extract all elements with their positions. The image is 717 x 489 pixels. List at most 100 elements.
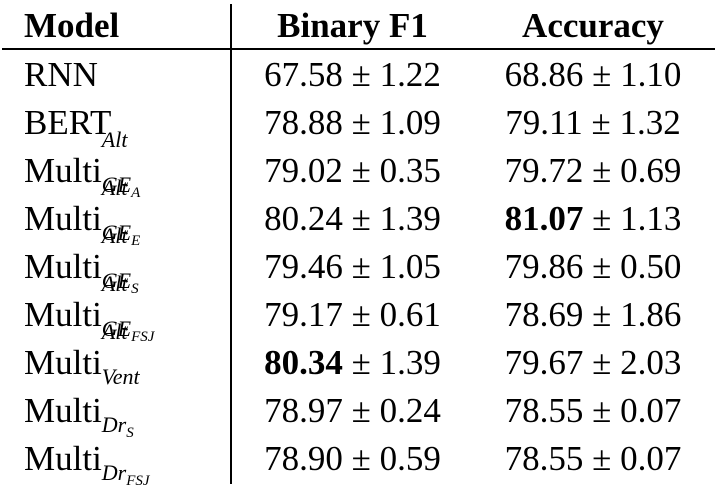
accuracy-std: ± 1.10 [592,55,682,94]
model-superscript: Alt [101,127,128,152]
model-subsubscript: S [126,425,134,441]
accuracy-cell: 78.55 ± 0.07 [488,439,698,479]
model-subscript-text: GE [101,316,132,341]
model-script: DrFSJ [102,441,150,489]
model-superscript: Alt [101,271,128,296]
binary-f1-std: ± 0.24 [351,391,441,430]
model-subsubscript: A [131,185,141,201]
binary-f1-cell: 79.46 ± 1.05 [250,247,455,287]
accuracy-mean: 78.55 [504,391,584,430]
accuracy-cell: 78.69 ± 1.86 [488,295,698,335]
binary-f1-std: ± 1.22 [351,55,441,94]
model-subsubscript: S [131,281,139,297]
accuracy-mean: 78.69 [504,295,584,334]
binary-f1-mean: 78.88 [264,103,343,142]
binary-f1-mean: 80.24 [264,199,343,238]
model-name: Multi [24,391,102,430]
model-script: Alt Vent [102,321,140,388]
binary-f1-mean: 79.17 [264,295,343,334]
model-subscript: GEA [101,172,141,201]
header-rule [2,48,715,50]
binary-f1-std: ± 0.59 [351,439,441,478]
accuracy-std: ± 1.86 [592,295,682,334]
model-subscript: GEFSJ [101,316,155,345]
model-cell: MultiDrS [24,391,134,441]
model-cell: Multi Alt Vent [24,321,140,388]
accuracy-cell: 68.86 ± 1.10 [488,55,698,95]
model-name: Multi [24,343,102,382]
binary-f1-cell: 80.34 ± 1.39 [250,343,455,383]
model-name: Multi [24,295,102,334]
model-subscript: GES [101,268,139,297]
accuracy-cell: 79.11 ± 1.32 [488,103,698,143]
binary-f1-cell: 67.58 ± 1.22 [250,55,455,95]
binary-f1-mean: 67.58 [264,55,343,94]
model-cell: Multi Alt GEFSJ [24,273,155,345]
model-subscript: GEE [101,220,141,249]
model-script: Alt GES [102,225,139,297]
accuracy-std: ± 0.50 [592,247,682,286]
accuracy-mean: 79.72 [504,151,584,190]
binary-f1-std: ± 1.09 [351,103,441,142]
model-name: Multi [24,247,102,286]
model-subscript-text: GE [101,172,132,197]
model-cell: Multi Alt GES [24,225,139,297]
binary-f1-std: ± 1.05 [351,247,441,286]
model-name: BERT [24,103,112,142]
model-cell: MultiDrFSJ [24,439,150,489]
accuracy-std: ± 0.07 [592,391,682,430]
accuracy-cell: 79.67 ± 2.03 [488,343,698,383]
model-subsubscript: E [131,233,141,249]
model-subscript: DrFSJ [101,460,150,489]
accuracy-mean: 81.07 [504,199,584,238]
model-subscript-text: Dr [101,460,127,485]
binary-f1-std: ± 1.39 [351,343,441,382]
model-script: Alt GEFSJ [102,273,155,345]
model-superscript: Alt [101,175,128,200]
accuracy-mean: 79.11 [505,103,583,142]
model-cell: BERT [24,103,111,143]
accuracy-mean: 78.55 [504,439,584,478]
accuracy-cell: 79.86 ± 0.50 [488,247,698,287]
binary-f1-cell: 79.17 ± 0.61 [250,295,455,335]
binary-f1-mean: 79.46 [264,247,343,286]
accuracy-std: ± 2.03 [592,343,682,382]
accuracy-mean: 68.86 [504,55,584,94]
binary-f1-mean: 79.02 [264,151,343,190]
model-subscript-text: Vent [101,364,140,389]
model-cell: RNN [24,55,98,95]
accuracy-std: ± 0.69 [592,151,682,190]
binary-f1-mean: 80.34 [264,343,343,382]
binary-f1-mean: 78.90 [264,439,343,478]
accuracy-cell: 81.07 ± 1.13 [488,199,698,239]
model-subscript-text: GE [101,220,132,245]
accuracy-std: ± 1.32 [591,103,681,142]
model-cell: Multi Alt GEA [24,129,141,201]
model-script: DrS [102,393,134,441]
accuracy-std: ± 0.07 [592,439,682,478]
model-subscript: DrS [101,412,134,441]
model-name: Multi [24,151,102,190]
binary-f1-cell: 80.24 ± 1.39 [250,199,455,239]
model-superscript: Alt [101,319,128,344]
model-name: Multi [24,199,102,238]
binary-f1-cell: 79.02 ± 0.35 [250,151,455,191]
header-accuracy: Accuracy [522,6,664,45]
header-binary-f1: Binary F1 [277,6,428,45]
accuracy-mean: 79.86 [504,247,584,286]
model-script: Alt GEA [102,129,141,201]
model-script: Alt GEE [102,177,141,249]
accuracy-mean: 79.67 [504,343,584,382]
header-model: Model [24,6,120,45]
binary-f1-cell: 78.90 ± 0.59 [250,439,455,479]
accuracy-cell: 78.55 ± 0.07 [488,391,698,431]
binary-f1-std: ± 0.61 [351,295,441,334]
model-subscript-text: GE [101,268,132,293]
binary-f1-std: ± 1.39 [351,199,441,238]
model-subsubscript: FSJ [131,329,155,345]
model-subscript: Vent [102,366,140,388]
model-superscript: Alt [101,223,128,248]
model-subscript-text: Dr [101,412,127,437]
accuracy-std: ± 1.13 [592,199,682,238]
